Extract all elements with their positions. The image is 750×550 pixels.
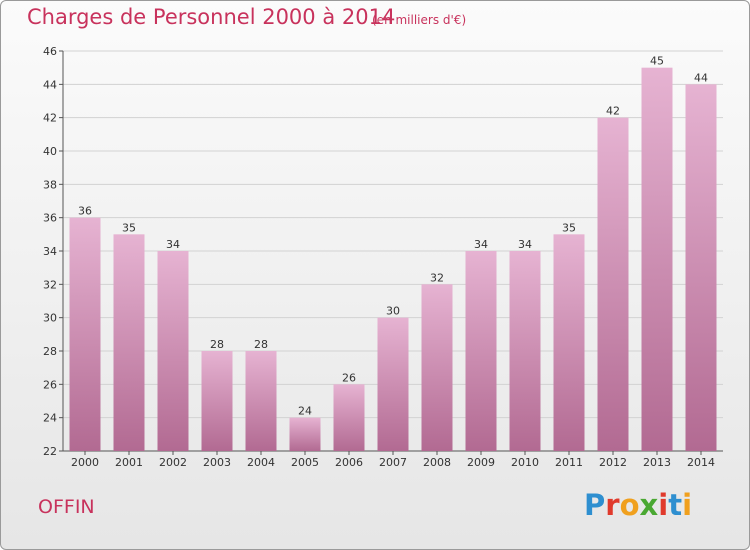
bar <box>553 234 585 451</box>
y-tick-label: 22 <box>43 445 57 458</box>
x-tick-label: 2011 <box>555 456 583 469</box>
data-label: 35 <box>122 221 136 234</box>
data-label: 26 <box>342 371 356 384</box>
bar <box>113 234 145 451</box>
y-tick-label: 24 <box>43 412 57 425</box>
y-tick-label: 34 <box>43 245 57 258</box>
logo-letter: r <box>605 488 620 522</box>
bar <box>421 284 453 451</box>
x-tick-label: 2010 <box>511 456 539 469</box>
x-tick-label: 2007 <box>379 456 407 469</box>
x-tick-label: 2006 <box>335 456 363 469</box>
commune-name: OFFIN <box>38 496 95 518</box>
logo-letter: t <box>668 488 683 522</box>
y-tick-label: 32 <box>43 278 57 291</box>
x-tick-label: 2002 <box>159 456 187 469</box>
bar <box>333 384 365 451</box>
data-label: 28 <box>210 338 224 351</box>
bar <box>509 251 541 451</box>
data-label: 34 <box>166 238 180 251</box>
y-tick-label: 46 <box>43 45 57 58</box>
data-label: 32 <box>430 271 444 284</box>
chart-title: Charges de Personnel 2000 à 2014 <box>27 5 396 29</box>
data-label: 36 <box>78 205 92 218</box>
bar <box>597 117 629 452</box>
data-label: 34 <box>474 238 488 251</box>
bar <box>289 417 321 451</box>
x-tick-label: 2003 <box>203 456 231 469</box>
x-tick-label: 2013 <box>643 456 671 469</box>
x-tick-label: 2012 <box>599 456 627 469</box>
data-label: 45 <box>650 55 664 68</box>
data-label: 30 <box>386 305 400 318</box>
y-tick-label: 42 <box>43 112 57 125</box>
data-label: 34 <box>518 238 532 251</box>
logo-letter: P <box>584 488 606 522</box>
data-label: 24 <box>298 405 312 418</box>
bar <box>201 351 233 451</box>
data-label: 28 <box>254 338 268 351</box>
bar <box>245 351 277 451</box>
x-tick-label: 2005 <box>291 456 319 469</box>
data-label: 35 <box>562 221 576 234</box>
bars <box>69 67 717 452</box>
logo-letter: x <box>639 488 659 522</box>
x-tick-label: 2008 <box>423 456 451 469</box>
x-tick-label: 2004 <box>247 456 275 469</box>
bar <box>377 317 409 451</box>
y-tick-label: 30 <box>43 312 57 325</box>
y-tick-label: 44 <box>43 78 57 91</box>
labels: 22 24 26 28 30 32 34 36 38 40 42 44 46 36 2000 35 2001 34… <box>43 45 715 469</box>
y-tick-label: 40 <box>43 145 57 158</box>
bar <box>685 84 717 451</box>
y-tick-label: 36 <box>43 212 57 225</box>
logo-letter: i <box>682 488 693 522</box>
y-tick-label: 28 <box>43 345 57 358</box>
proxiti-logo[interactable]: Proxiti <box>584 488 692 522</box>
bar <box>69 217 101 451</box>
bar <box>465 251 497 451</box>
x-tick-label: 2001 <box>115 456 143 469</box>
x-tick-label: 2014 <box>687 456 715 469</box>
logo-letter: o <box>619 488 640 522</box>
data-label: 44 <box>694 71 708 84</box>
logo-letter: i <box>658 488 669 522</box>
bar <box>641 67 673 452</box>
y-tick-label: 26 <box>43 378 57 391</box>
y-tick-label: 38 <box>43 178 57 191</box>
x-tick-label: 2009 <box>467 456 495 469</box>
chart-subtitle: (en milliers d'€) <box>372 13 467 27</box>
data-label: 42 <box>606 105 620 118</box>
x-tick-label: 2000 <box>71 456 99 469</box>
bar <box>157 251 189 451</box>
